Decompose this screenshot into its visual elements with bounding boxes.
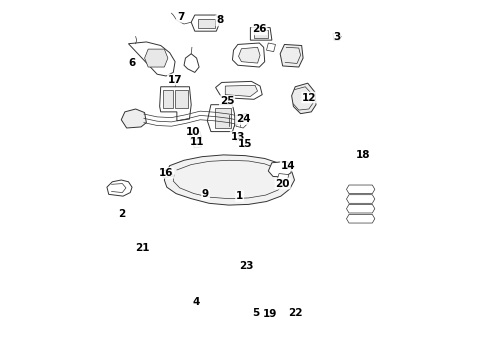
Polygon shape [175,90,188,108]
Text: 23: 23 [240,261,254,271]
Text: 17: 17 [168,75,182,85]
Polygon shape [184,54,199,72]
Text: 20: 20 [275,179,290,189]
Polygon shape [277,174,289,181]
Text: 19: 19 [263,310,277,319]
Polygon shape [254,30,268,38]
Text: 14: 14 [281,161,295,171]
Text: 3: 3 [333,32,340,41]
Polygon shape [163,90,173,108]
Text: 1: 1 [236,191,243,201]
Polygon shape [198,19,215,28]
Text: 24: 24 [236,114,250,124]
Text: 13: 13 [231,132,245,142]
Polygon shape [346,195,375,203]
Text: 18: 18 [356,150,370,160]
Text: 25: 25 [220,96,234,106]
Text: 7: 7 [177,12,184,22]
Text: 12: 12 [302,93,317,103]
Text: 8: 8 [216,15,223,26]
Text: 5: 5 [252,308,259,318]
Polygon shape [164,155,294,205]
Polygon shape [232,43,265,67]
Polygon shape [280,44,303,67]
Polygon shape [145,49,168,67]
Text: 15: 15 [238,139,252,149]
Polygon shape [346,204,375,213]
Text: 16: 16 [159,168,173,178]
Polygon shape [225,85,258,96]
Text: 26: 26 [252,24,267,35]
Polygon shape [234,134,240,141]
Polygon shape [188,160,219,185]
Polygon shape [216,81,262,99]
Text: 11: 11 [189,138,204,147]
Polygon shape [122,109,147,128]
Polygon shape [193,139,201,148]
Polygon shape [160,87,191,121]
Polygon shape [191,15,220,31]
Polygon shape [333,32,341,41]
Polygon shape [236,114,248,128]
Polygon shape [161,170,173,177]
Polygon shape [269,161,292,177]
Text: 21: 21 [136,243,150,253]
Text: 10: 10 [186,127,200,136]
Text: 22: 22 [288,308,302,318]
Polygon shape [239,47,260,63]
Text: 4: 4 [193,297,200,307]
Polygon shape [267,43,275,51]
Polygon shape [346,185,375,194]
Polygon shape [190,132,201,140]
Polygon shape [107,180,132,196]
Polygon shape [292,83,316,114]
Polygon shape [128,42,175,76]
Text: 6: 6 [128,58,136,68]
Polygon shape [242,140,250,147]
Polygon shape [207,105,236,132]
Polygon shape [250,28,272,40]
Polygon shape [346,215,375,223]
Text: 2: 2 [118,209,125,219]
Text: 9: 9 [202,189,209,199]
Polygon shape [215,108,231,128]
